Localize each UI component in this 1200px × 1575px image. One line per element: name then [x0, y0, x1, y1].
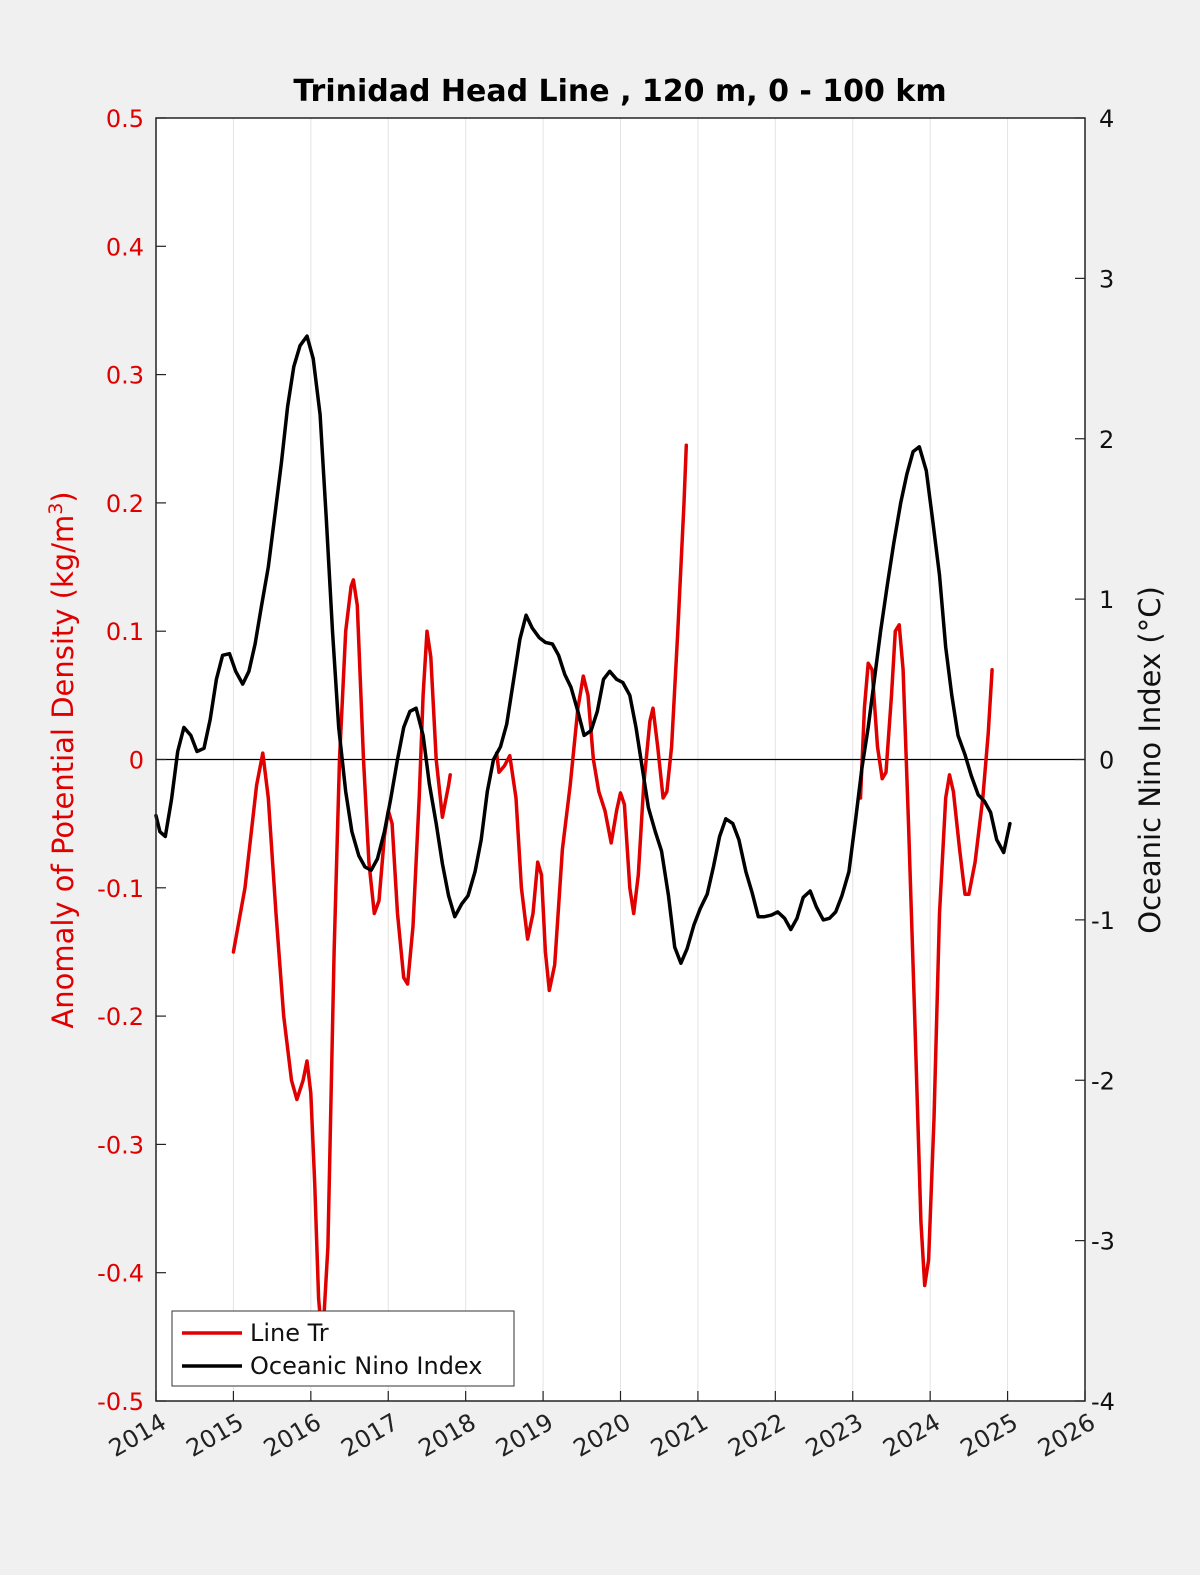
- x-tick-label: 2016: [259, 1408, 326, 1463]
- y-left-tick-labels: -0.5 -0.4 -0.3 -0.2 -0.1 0 0.1 0.2 0.3 0.4 0.5: [97, 105, 144, 1416]
- x-tick-label: 2015: [182, 1408, 249, 1463]
- x-tick-label: 2025: [956, 1408, 1023, 1463]
- y-right-tick-labels: -4 -3 -2 -1 0 1 2 3 4: [1091, 105, 1115, 1416]
- x-tick-label: 2022: [723, 1408, 790, 1463]
- x-tick-label: 2024: [878, 1408, 945, 1463]
- y-right-tick-label: -2: [1091, 1067, 1115, 1095]
- y-left-tick-label: 0.5: [106, 105, 144, 133]
- y-left-axis-label-sup: 3: [45, 503, 67, 515]
- series-line-line-tr: [494, 443, 689, 993]
- tick-marks: [155, 117, 1086, 1402]
- y-left-tick-label: 0.4: [106, 233, 144, 261]
- x-tick-label: 2017: [336, 1408, 403, 1463]
- y-right-tick-label: 1: [1099, 586, 1114, 614]
- legend-label-line-tr: Line Tr: [250, 1319, 329, 1347]
- series-line-oceanic-nino-index: [154, 334, 1012, 965]
- x-tick-labels: 2014 2015 2016 2017 2018 2019 2020 2021 2022 2023…: [104, 1408, 1100, 1463]
- y-right-tick-label: -3: [1091, 1228, 1115, 1256]
- y-right-tick-label: 0: [1099, 747, 1114, 775]
- y-left-tick-label: -0.3: [97, 1131, 144, 1159]
- y-left-tick-label: 0.1: [106, 618, 144, 646]
- y-left-axis-label-main: Anomaly of Potential Density (kg/m: [46, 515, 80, 1029]
- series-line-line-tr: [231, 578, 452, 1346]
- y-left-tick-label: 0.2: [106, 490, 144, 518]
- y-left-tick-label: -0.2: [97, 1003, 144, 1031]
- y-left-tick-label: -0.1: [97, 875, 144, 903]
- legend-label-oni: Oceanic Nino Index: [250, 1352, 482, 1380]
- x-tick-label: 2021: [646, 1408, 713, 1463]
- y-left-tick-label: -0.5: [97, 1388, 144, 1416]
- x-tick-label: 2019: [491, 1408, 558, 1463]
- y-right-tick-label: 2: [1099, 426, 1114, 454]
- x-tick-label: 2026: [1033, 1408, 1100, 1463]
- y-left-tick-label: -0.4: [97, 1260, 144, 1288]
- chart-title: Trinidad Head Line , 120 m, 0 - 100 km: [293, 74, 946, 109]
- x-tick-label: 2014: [104, 1408, 171, 1463]
- legend: Line Tr Oceanic Nino Index: [171, 1310, 515, 1387]
- y-left-axis-label: Anomaly of Potential Density (kg/m3): [45, 491, 80, 1028]
- y-right-tick-label: -1: [1091, 907, 1115, 935]
- series-line-line-tr: [858, 623, 994, 1288]
- x-tick-label: 2018: [414, 1408, 481, 1463]
- y-left-axis-label-tail: ): [46, 491, 80, 502]
- y-right-axis-label: Oceanic Nino Index (°C): [1133, 586, 1167, 934]
- x-tick-label: 2023: [801, 1408, 868, 1463]
- y-left-tick-label: 0.3: [106, 362, 144, 390]
- x-tick-label: 2020: [569, 1408, 636, 1463]
- y-right-tick-label: -4: [1091, 1388, 1115, 1416]
- series-layer: [154, 334, 1012, 1346]
- y-left-tick-label: 0: [129, 747, 144, 775]
- legend-box: [171, 1310, 515, 1387]
- y-right-tick-label: 4: [1099, 105, 1114, 133]
- y-right-tick-label: 3: [1099, 265, 1114, 293]
